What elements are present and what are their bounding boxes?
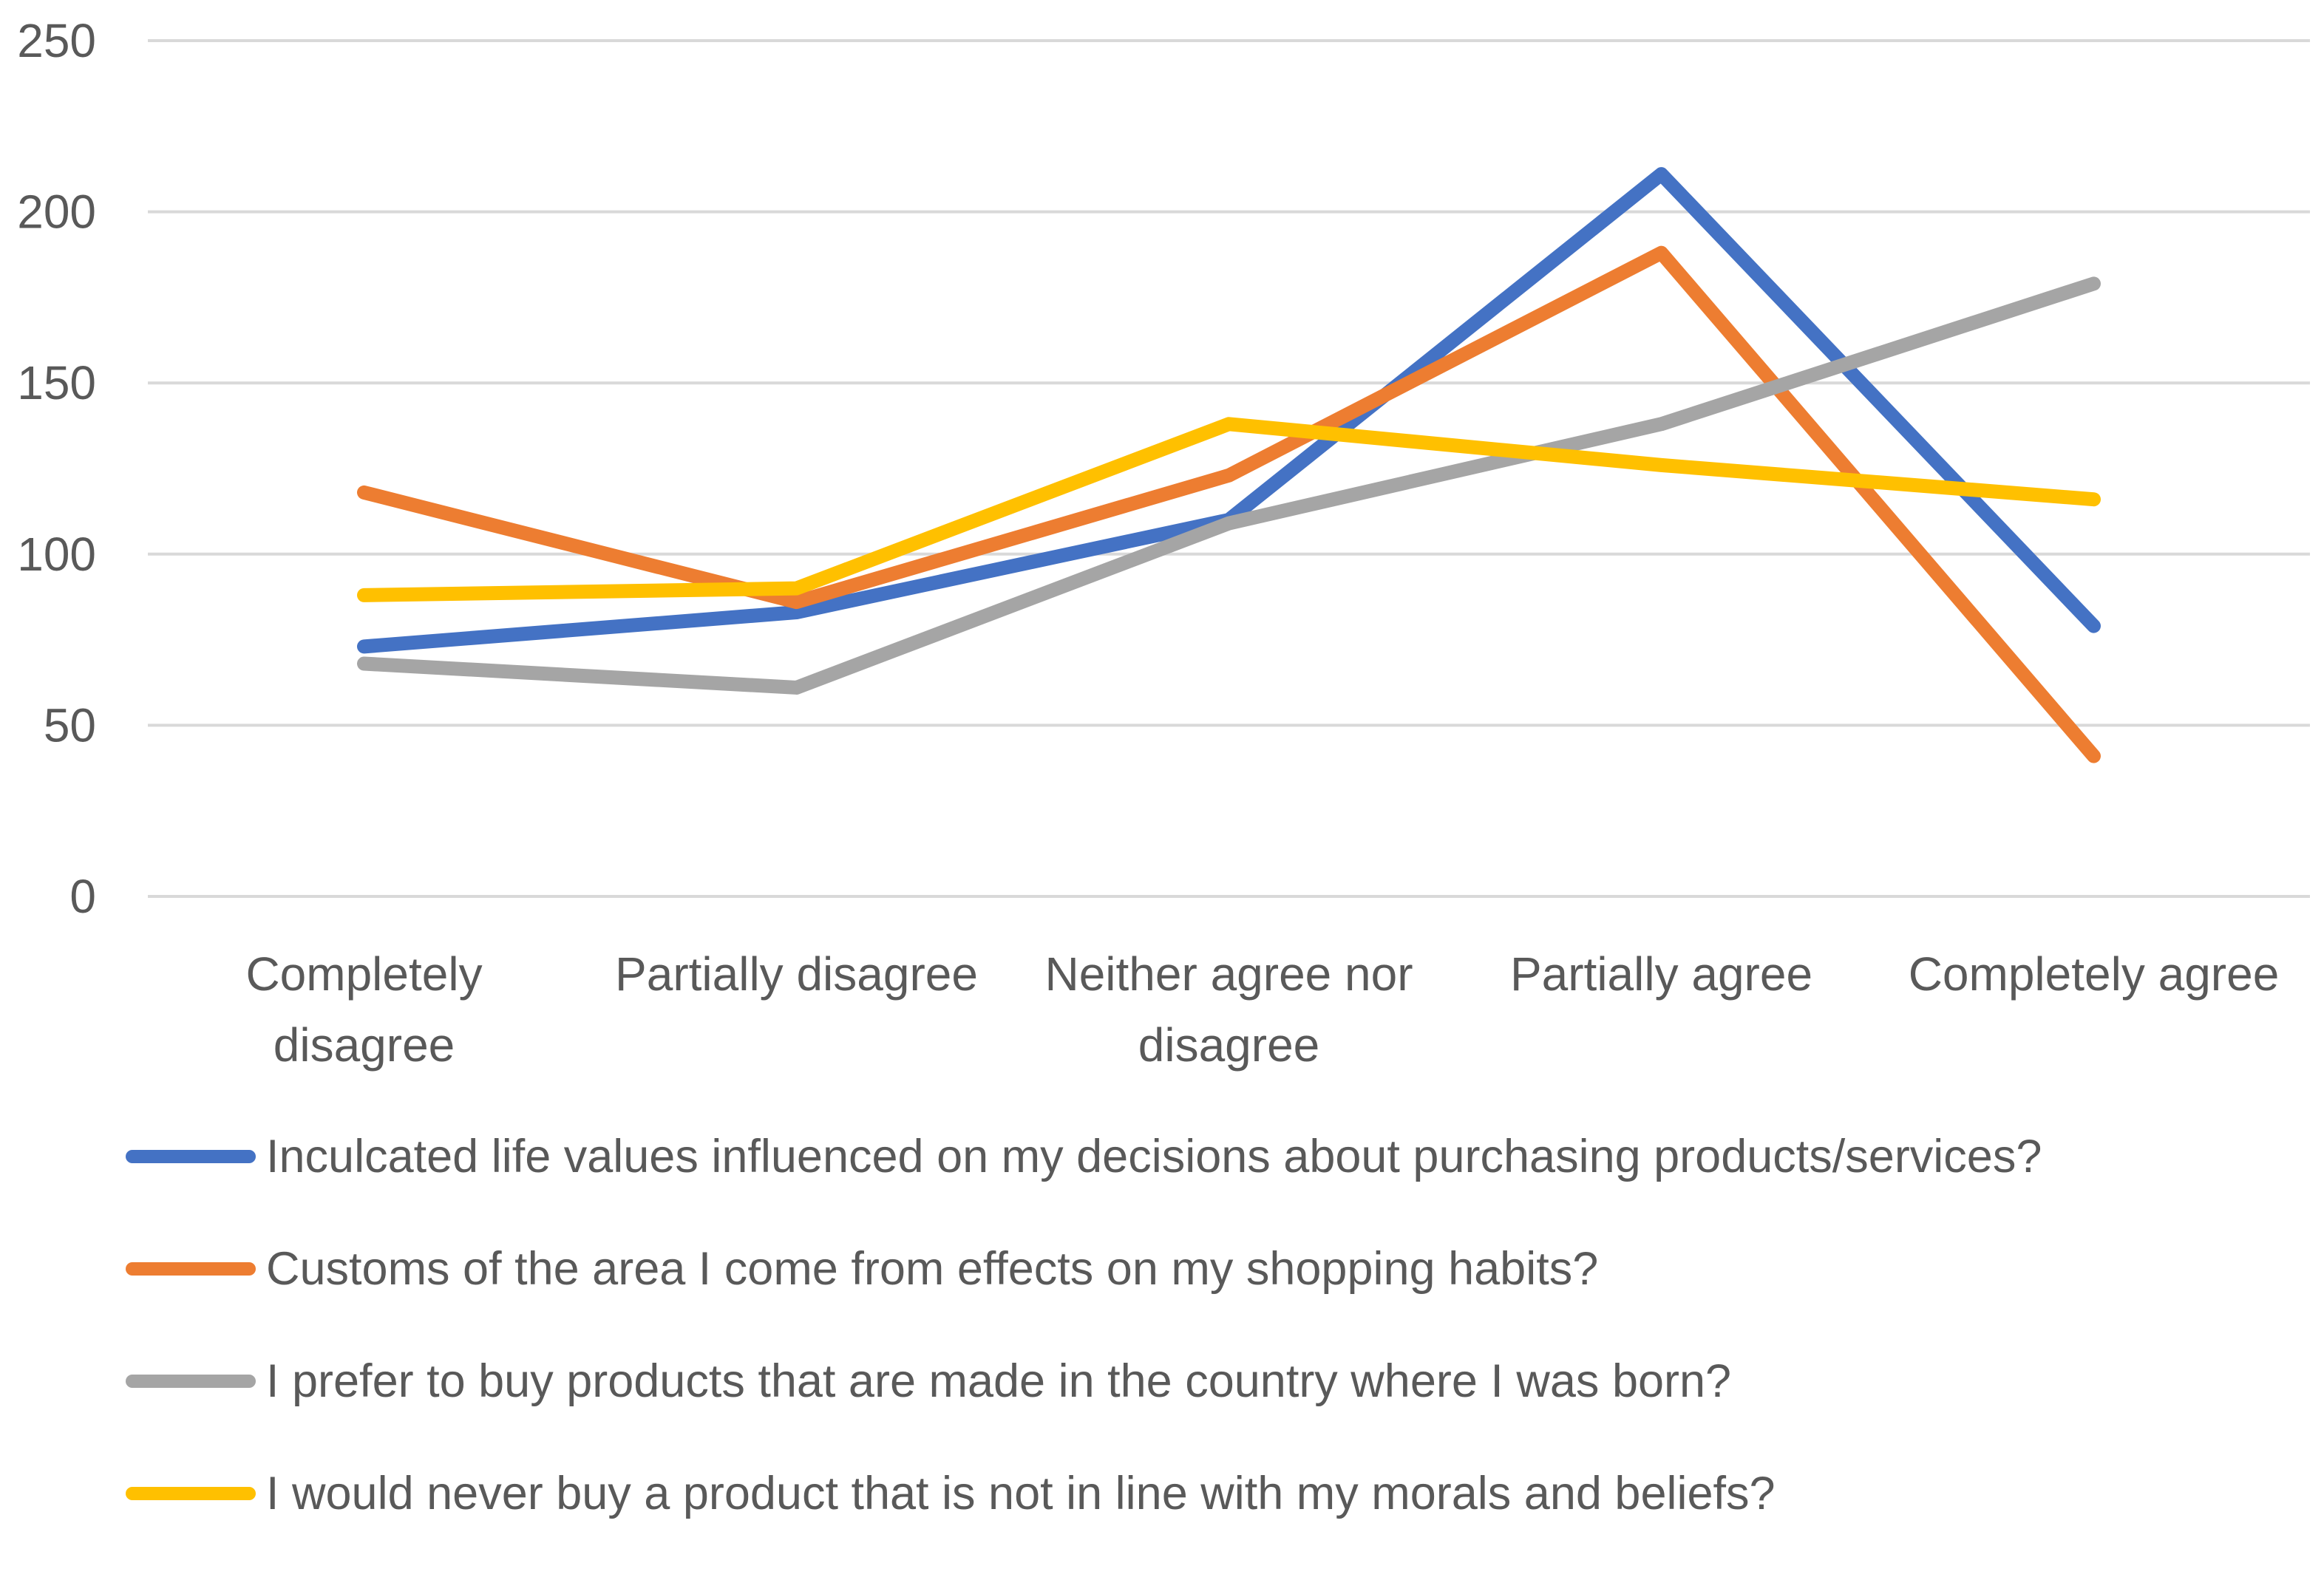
y-tick-label: 50 [44, 698, 96, 752]
x-axis-categories: Completely disagree Partially disagree Neit… [245, 947, 2279, 1072]
y-tick-label: 150 [17, 356, 96, 409]
x-category-label: Partially disagree [615, 947, 978, 1001]
y-tick-label: 100 [17, 528, 96, 581]
legend-swatch [126, 1150, 256, 1163]
legend-item: I prefer to buy products that are made i… [126, 1355, 2042, 1407]
series-line [357, 167, 2101, 654]
legend-label: I would never buy a product that is not … [266, 1468, 1776, 1519]
legend-label: I prefer to buy products that are made i… [266, 1355, 1732, 1407]
y-axis-ticks: 0 50 100 150 200 250 [17, 14, 96, 923]
legend-item: Customs of the area I come from effects … [126, 1243, 2042, 1295]
x-category-label: Completely agree [1909, 947, 2280, 1001]
y-tick-label: 200 [17, 185, 96, 239]
legend-item: Inculcated life values influenced on my … [126, 1131, 2042, 1182]
legend-swatch [126, 1262, 256, 1276]
series-line [357, 245, 2101, 763]
x-category-label: Partially agree [1510, 947, 1812, 1001]
x-category-label: Completely disagree [245, 947, 482, 1072]
x-category-label: Neither agree nor disagree [1044, 947, 1413, 1072]
legend-swatch [126, 1375, 256, 1388]
legend-label: Customs of the area I come from effects … [266, 1243, 1599, 1295]
gridlines [148, 39, 2310, 898]
series-line [357, 417, 2101, 602]
legend-label: Inculcated life values influenced on my … [266, 1131, 2042, 1182]
legend: Inculcated life values influenced on my … [126, 1131, 2042, 1580]
series-lines [357, 167, 2101, 763]
y-tick-label: 250 [17, 14, 96, 67]
line-chart: 0 50 100 150 200 250 Completely disagree Partia… [17, 14, 2310, 1072]
legend-swatch [126, 1487, 256, 1500]
legend-item: I would never buy a product that is not … [126, 1468, 2042, 1519]
y-tick-label: 0 [69, 870, 96, 923]
series-line [357, 276, 2101, 695]
